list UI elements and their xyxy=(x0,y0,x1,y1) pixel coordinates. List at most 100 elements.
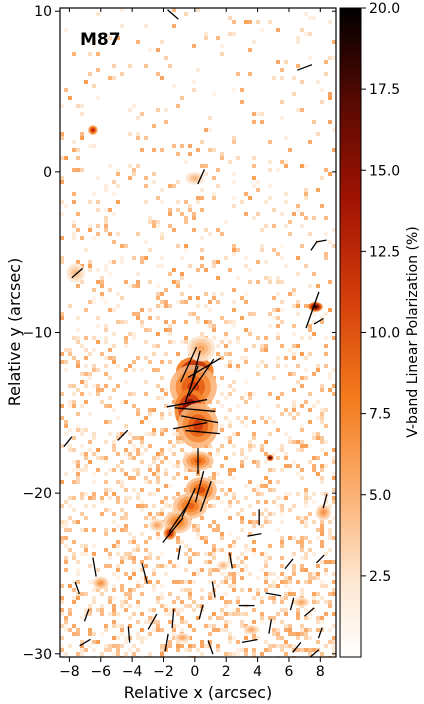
noise-pixel xyxy=(316,572,320,576)
noise-pixel xyxy=(296,596,300,600)
noise-pixel xyxy=(156,628,160,632)
noise-pixel xyxy=(116,384,120,388)
noise-pixel xyxy=(236,572,240,576)
noise-pixel xyxy=(156,264,160,268)
noise-pixel xyxy=(148,552,152,556)
noise-pixel xyxy=(204,320,208,324)
noise-pixel xyxy=(80,132,84,136)
noise-pixel xyxy=(148,464,152,468)
noise-pixel xyxy=(124,472,128,476)
noise-pixel xyxy=(220,152,224,156)
noise-pixel xyxy=(140,256,144,260)
noise-pixel xyxy=(320,580,324,584)
noise-pixel xyxy=(152,368,156,372)
noise-pixel xyxy=(204,560,208,564)
noise-pixel xyxy=(288,412,292,416)
noise-pixel xyxy=(312,576,316,580)
noise-pixel xyxy=(248,280,252,284)
noise-pixel xyxy=(320,88,324,92)
noise-pixel xyxy=(316,188,320,192)
noise-pixel xyxy=(296,412,300,416)
noise-pixel xyxy=(136,164,140,168)
noise-pixel xyxy=(332,624,336,628)
noise-pixel xyxy=(124,516,128,520)
noise-pixel xyxy=(176,284,180,288)
noise-pixel xyxy=(204,644,208,648)
noise-pixel xyxy=(88,604,92,608)
noise-pixel xyxy=(128,552,132,556)
noise-pixel xyxy=(312,272,316,276)
noise-pixel xyxy=(120,560,124,564)
noise-pixel xyxy=(228,620,232,624)
noise-pixel xyxy=(252,176,256,180)
noise-pixel xyxy=(112,544,116,548)
noise-pixel xyxy=(208,128,212,132)
y-tick-label: 0 xyxy=(43,165,52,181)
noise-pixel xyxy=(320,448,324,452)
noise-pixel xyxy=(240,528,244,532)
noise-pixel xyxy=(328,20,332,24)
noise-pixel xyxy=(92,40,96,44)
noise-pixel xyxy=(148,432,152,436)
noise-pixel xyxy=(72,588,76,592)
noise-pixel xyxy=(332,640,336,644)
noise-pixel xyxy=(132,456,136,460)
noise-pixel xyxy=(212,580,216,584)
noise-pixel xyxy=(320,412,324,416)
noise-pixel xyxy=(172,632,176,636)
noise-pixel xyxy=(324,452,328,456)
noise-pixel xyxy=(164,468,168,472)
noise-pixel xyxy=(292,304,296,308)
noise-pixel xyxy=(184,220,188,224)
noise-pixel xyxy=(104,624,108,628)
noise-pixel xyxy=(208,592,212,596)
noise-pixel xyxy=(76,428,80,432)
noise-pixel xyxy=(136,548,140,552)
noise-pixel xyxy=(252,420,256,424)
noise-pixel xyxy=(272,580,276,584)
noise-pixel xyxy=(64,420,68,424)
noise-pixel xyxy=(276,428,280,432)
noise-pixel xyxy=(300,428,304,432)
noise-pixel xyxy=(252,596,256,600)
polarization-vector xyxy=(284,558,294,570)
noise-pixel xyxy=(116,464,120,468)
noise-pixel xyxy=(328,536,332,540)
noise-pixel xyxy=(296,344,300,348)
noise-pixel xyxy=(248,532,252,536)
noise-pixel xyxy=(148,412,152,416)
noise-pixel xyxy=(324,440,328,444)
noise-pixel xyxy=(320,492,324,496)
noise-pixel xyxy=(136,312,140,316)
noise-pixel xyxy=(200,644,204,648)
noise-pixel xyxy=(216,648,220,652)
colorbar-tick-label: 17.5 xyxy=(369,82,400,98)
noise-pixel xyxy=(88,564,92,568)
noise-pixel xyxy=(148,408,152,412)
noise-pixel xyxy=(132,172,136,176)
noise-pixel xyxy=(144,392,148,396)
noise-pixel xyxy=(292,324,296,328)
noise-pixel xyxy=(292,212,296,216)
noise-pixel xyxy=(268,196,272,200)
noise-pixel xyxy=(224,456,228,460)
noise-pixel xyxy=(224,508,228,512)
noise-pixel xyxy=(280,300,284,304)
noise-pixel xyxy=(92,600,96,604)
noise-pixel xyxy=(308,636,312,640)
noise-pixel xyxy=(112,652,116,656)
noise-pixel xyxy=(236,600,240,604)
noise-pixel xyxy=(296,616,300,620)
noise-pixel xyxy=(264,648,268,652)
noise-pixel xyxy=(76,284,80,288)
noise-pixel xyxy=(328,604,332,608)
noise-pixel xyxy=(100,388,104,392)
noise-pixel xyxy=(152,620,156,624)
noise-pixel xyxy=(92,632,96,636)
noise-pixel xyxy=(64,620,68,624)
emission-knot xyxy=(192,420,204,432)
noise-pixel xyxy=(316,456,320,460)
noise-pixel xyxy=(80,544,84,548)
noise-pixel xyxy=(84,80,88,84)
noise-pixel xyxy=(92,596,96,600)
